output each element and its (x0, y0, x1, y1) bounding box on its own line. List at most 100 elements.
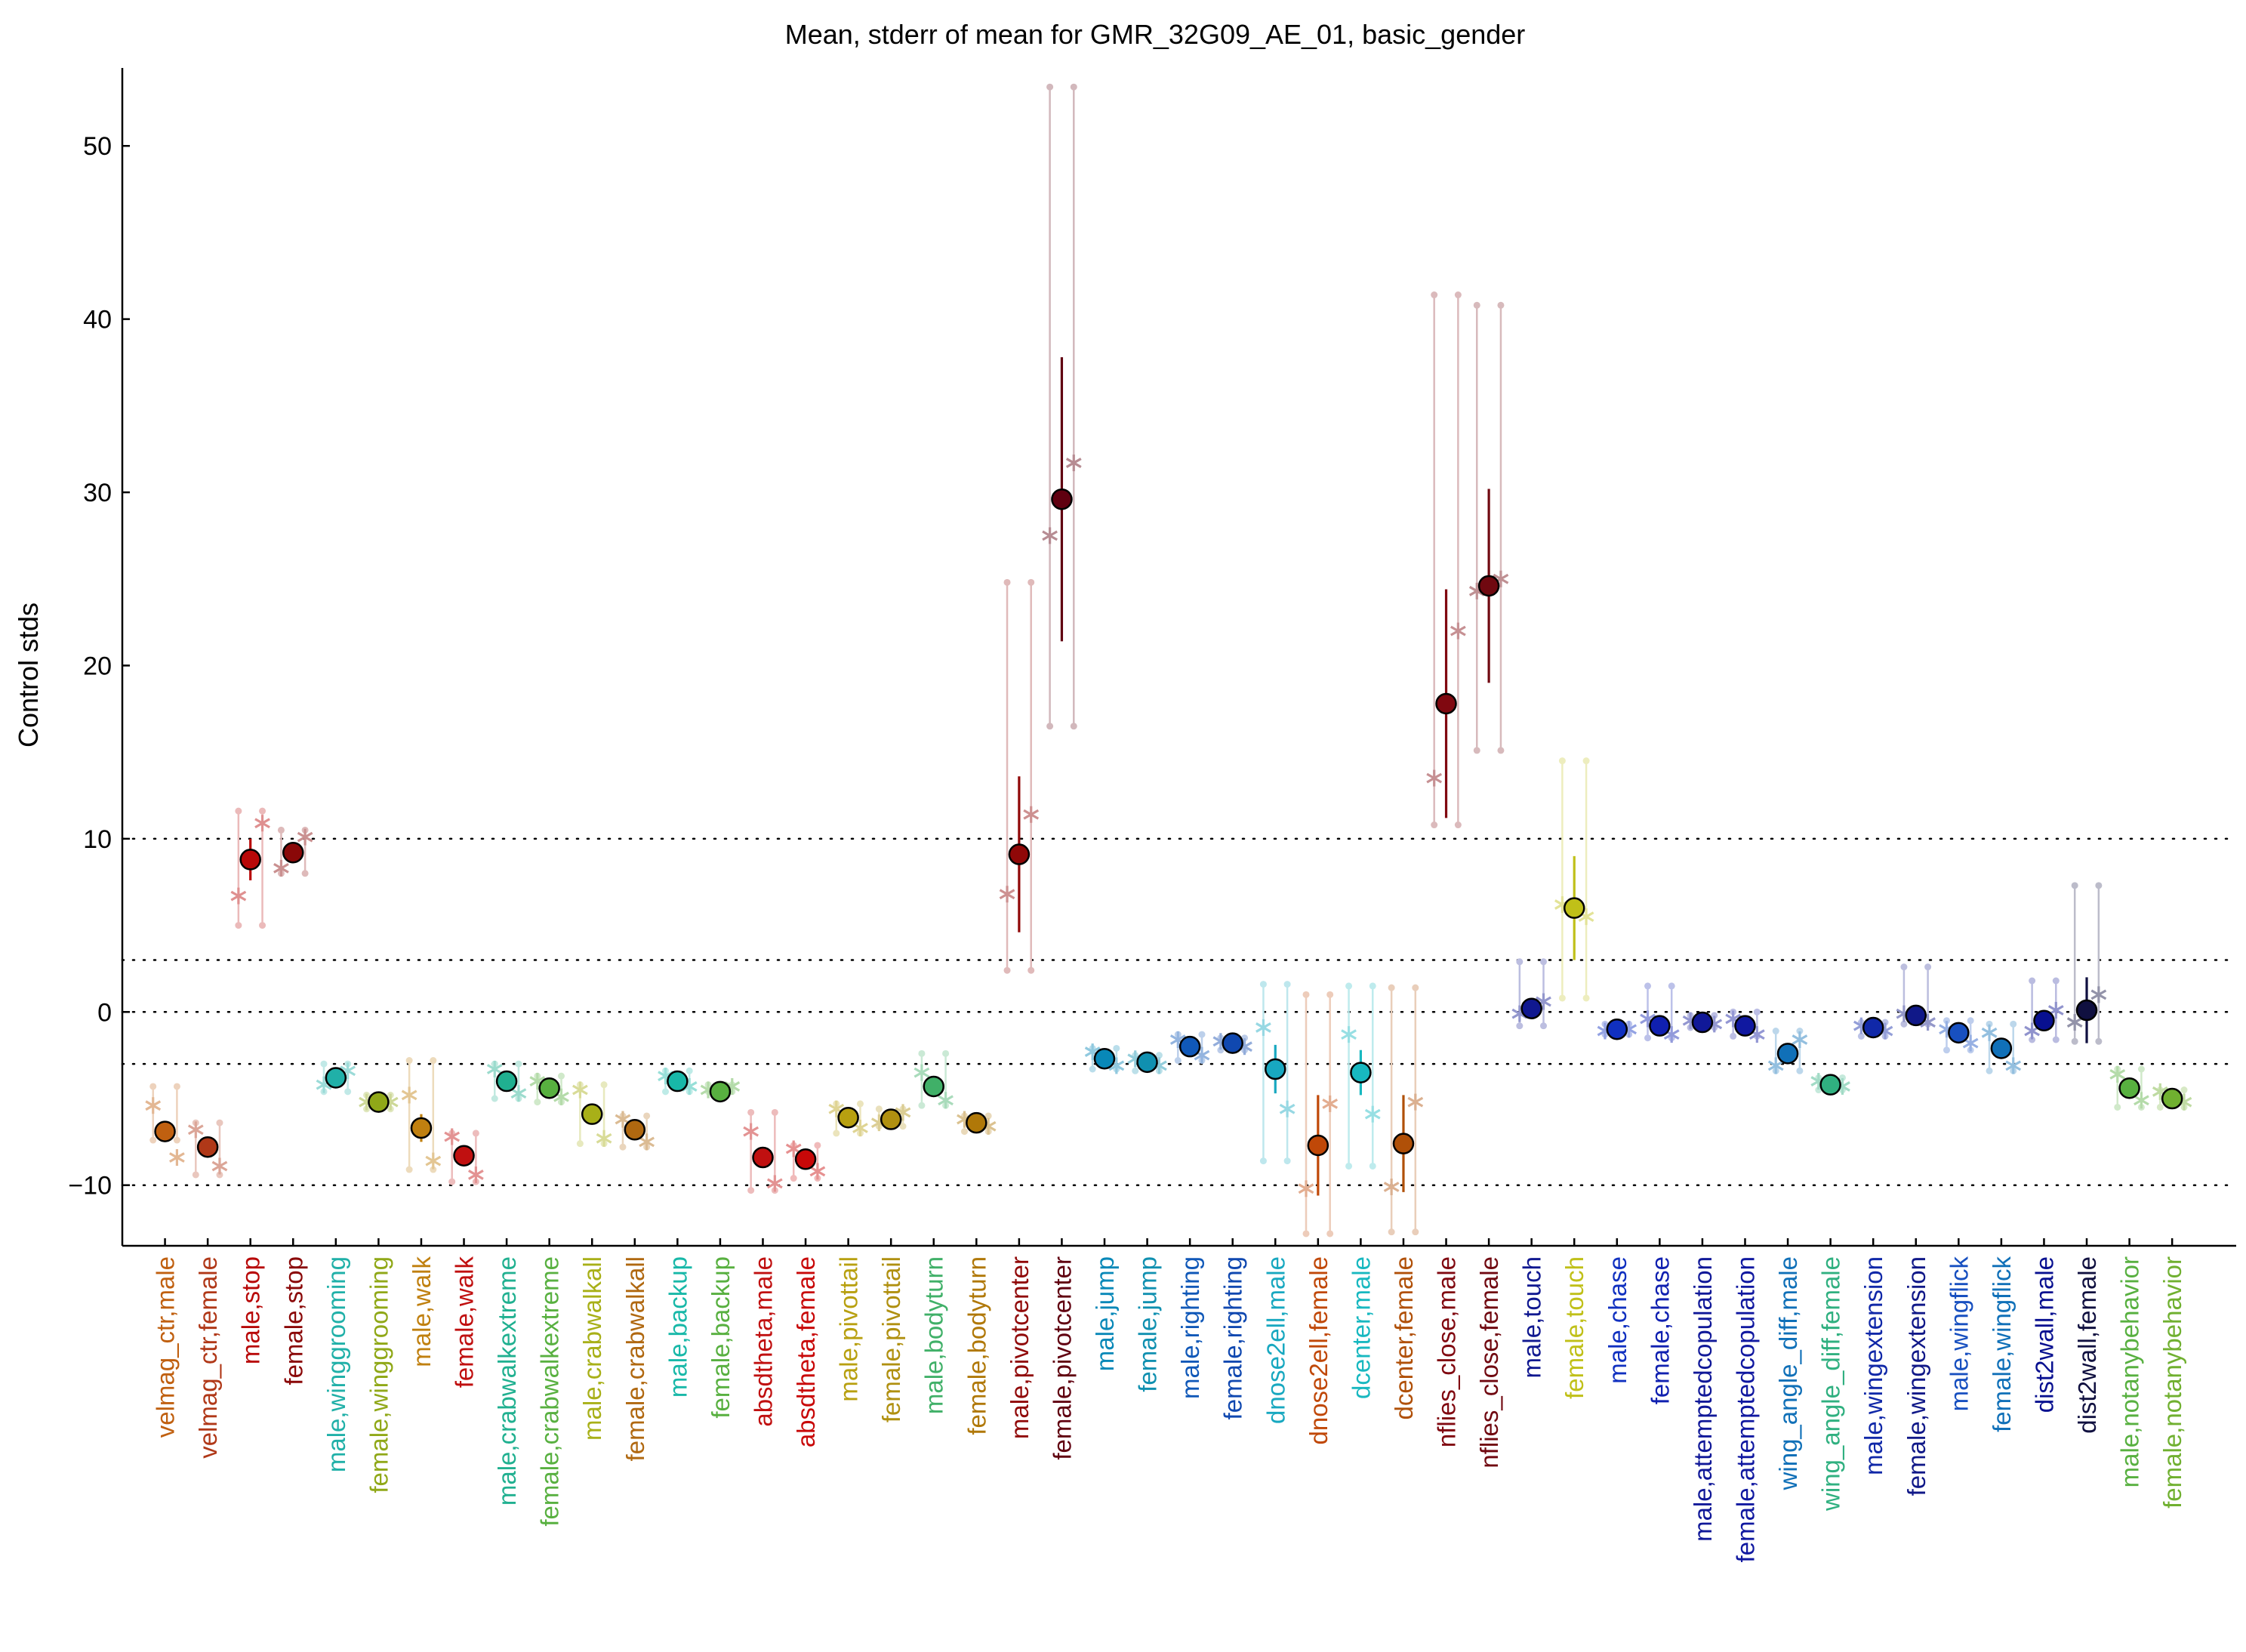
range-end (1003, 966, 1011, 974)
x-tick-label: female,pivottail (877, 1256, 905, 1422)
mean-point (794, 1148, 817, 1170)
mean-point (196, 1136, 219, 1158)
x-tick-label: male,bodyturn (920, 1256, 948, 1414)
mean-point (1392, 1133, 1415, 1154)
range-end (1003, 578, 1011, 586)
range-end (771, 1108, 778, 1116)
genotype-marker (639, 1133, 655, 1151)
mean-point (2033, 1009, 2055, 1032)
genotype-marker (743, 1123, 759, 1140)
range-end (301, 870, 309, 877)
mean-point (453, 1145, 475, 1167)
mean-point (1178, 1035, 1201, 1058)
mean-point (325, 1067, 347, 1089)
x-tick-label: absdtheta,male (749, 1256, 777, 1427)
y-tick-label: −10 (68, 1172, 112, 1200)
mean-point (1093, 1047, 1116, 1070)
mean-point (1435, 692, 1457, 715)
range-end (173, 1136, 180, 1144)
mean-point (1948, 1022, 1970, 1044)
range-end (1241, 1034, 1249, 1042)
mean-point (239, 849, 261, 871)
mean-point (1563, 897, 1585, 919)
range-end (833, 1130, 840, 1137)
range-end (1815, 1086, 1822, 1094)
x-tick-label: male,wingflick (1945, 1256, 1973, 1412)
genotype-marker (809, 1163, 826, 1180)
x-tick-label: male,righting (1176, 1256, 1204, 1399)
range-end (1497, 301, 1505, 309)
mean-point (1606, 1018, 1628, 1040)
range-end (2180, 1086, 2188, 1094)
x-tick-label: female,touch (1560, 1256, 1588, 1399)
range-end (1027, 966, 1035, 974)
range-end (1089, 1065, 1096, 1073)
range-end (1326, 991, 1334, 998)
mean-point (1477, 575, 1500, 597)
x-tick-label: male,wingextension (1859, 1256, 1887, 1475)
range-end (875, 1105, 883, 1113)
genotype-marker (444, 1128, 461, 1145)
range-end (1473, 747, 1480, 754)
range-end (1730, 1032, 1737, 1040)
mean-point (1819, 1074, 1841, 1096)
genotype-marker (1023, 806, 1040, 823)
range-end (1582, 757, 1590, 765)
genotype-marker (1407, 1093, 1424, 1111)
range-end (1668, 982, 1675, 990)
range-end (192, 1171, 199, 1179)
y-tick-label: 20 (83, 652, 112, 680)
range-end (1326, 1230, 1334, 1237)
x-tick-label: velmag_ctr,male (152, 1256, 180, 1438)
range-end (235, 807, 242, 815)
mean-point (837, 1106, 859, 1129)
range-end (1198, 1031, 1206, 1038)
range-end (1753, 1008, 1761, 1016)
range-end (1857, 1032, 1865, 1040)
range-end (448, 1178, 456, 1185)
range-end (1412, 1228, 1419, 1236)
range-end (149, 1083, 157, 1090)
range-end (2010, 1020, 2017, 1028)
range-end (277, 826, 285, 834)
range-end (1155, 1052, 1163, 1059)
x-tick-label: female,jump (1134, 1256, 1162, 1392)
genotype-marker (1383, 1179, 1400, 1195)
y-tick-label: 50 (83, 132, 112, 161)
genotype-marker (273, 859, 289, 877)
range-end (1070, 83, 1077, 91)
mean-point (410, 1117, 433, 1139)
mean-point (282, 841, 304, 864)
range-end (344, 1088, 352, 1096)
range-end (2071, 1037, 2078, 1045)
range-end (1582, 994, 1590, 1002)
range-end (1345, 1162, 1353, 1170)
genotype-marker (1364, 1105, 1381, 1123)
genotype-marker (1981, 1024, 1998, 1041)
range-end (1283, 981, 1291, 988)
range-end (1644, 982, 1652, 990)
x-tick-label: dnose2ell,male (1262, 1256, 1289, 1424)
x-tick-label: male,jump (1091, 1256, 1119, 1371)
range-end (686, 1067, 693, 1074)
range-end (1302, 1230, 1310, 1237)
range-end (2029, 977, 2036, 985)
genotype-marker (596, 1130, 612, 1147)
range-end (1540, 958, 1548, 966)
range-end (2156, 1103, 2164, 1111)
range-end (491, 1095, 498, 1102)
range-end (1644, 1034, 1652, 1042)
range-end (259, 922, 267, 929)
range-end (1986, 1067, 1993, 1074)
range-end (1558, 757, 1566, 765)
x-tick-label: dist2wall,female (2073, 1256, 2101, 1434)
genotype-marker (145, 1097, 162, 1114)
genotype-marker (2090, 986, 2107, 1003)
range-end (1454, 821, 1462, 829)
x-tick-label: male,chase (1604, 1256, 1631, 1384)
range-end (216, 1119, 223, 1127)
genotype-marker (1042, 527, 1058, 544)
range-end (1711, 1012, 1718, 1019)
x-tick-label: female,wingflick (1988, 1256, 2016, 1432)
range-end (405, 1057, 413, 1065)
